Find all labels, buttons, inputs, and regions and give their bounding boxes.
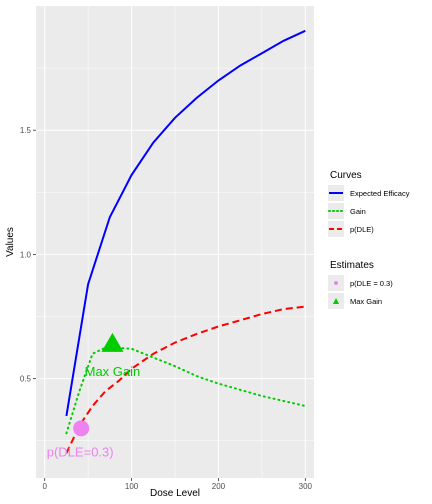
legend-label-pdle: p(DLE) bbox=[350, 225, 374, 234]
estimates: p(DLE=0.3) Max Gain bbox=[47, 332, 141, 459]
x-tick-label: 0 bbox=[42, 482, 47, 491]
legend-estimates: Estimates p(DLE = 0.3) Max Gain bbox=[328, 260, 393, 309]
legend-key-max-gain bbox=[333, 298, 339, 304]
grid-major bbox=[36, 6, 314, 478]
x-tick-label: 200 bbox=[212, 482, 226, 491]
legend-label-max-gain: Max Gain bbox=[350, 297, 382, 306]
y-tick-label: 1.0 bbox=[20, 250, 32, 259]
x-tick-label: 100 bbox=[125, 482, 139, 491]
curves bbox=[65, 29, 307, 454]
legend-label-gain: Gain bbox=[350, 207, 366, 216]
legend-key-bg bbox=[328, 221, 344, 237]
series-line-p-dle bbox=[65, 305, 306, 454]
y-tick-label: 1.5 bbox=[20, 126, 32, 135]
legend-curves: Curves Expected Efficacy Gain p(DLE) bbox=[328, 170, 410, 237]
x-tick-label: 300 bbox=[299, 482, 313, 491]
x-axis-title: Dose Level bbox=[150, 488, 200, 499]
grid-minor bbox=[36, 6, 314, 478]
legend-curves-title: Curves bbox=[330, 170, 362, 181]
y-tick-label: 0.5 bbox=[20, 375, 32, 384]
legend-label-efficacy: Expected Efficacy bbox=[350, 189, 410, 198]
legend-estimates-title: Estimates bbox=[330, 260, 374, 271]
legend-key-pdle-estimate bbox=[334, 281, 338, 285]
estimate-label-max-gain: Max Gain bbox=[85, 364, 141, 379]
estimate-marker-pdle bbox=[73, 420, 90, 437]
estimate-label-pdle: p(DLE=0.3) bbox=[47, 444, 114, 459]
y-axis-title: Values bbox=[5, 227, 16, 257]
x-axis-ticks: 0 100 200 300 bbox=[42, 478, 313, 491]
series-line-gain bbox=[65, 346, 307, 435]
legend-label-pdle-estimate: p(DLE = 0.3) bbox=[350, 279, 393, 288]
y-axis-ticks: 0.5 1.0 1.5 bbox=[20, 126, 36, 384]
estimate-marker-max-gain bbox=[101, 332, 124, 352]
series-line-expected-efficacy bbox=[65, 29, 306, 417]
